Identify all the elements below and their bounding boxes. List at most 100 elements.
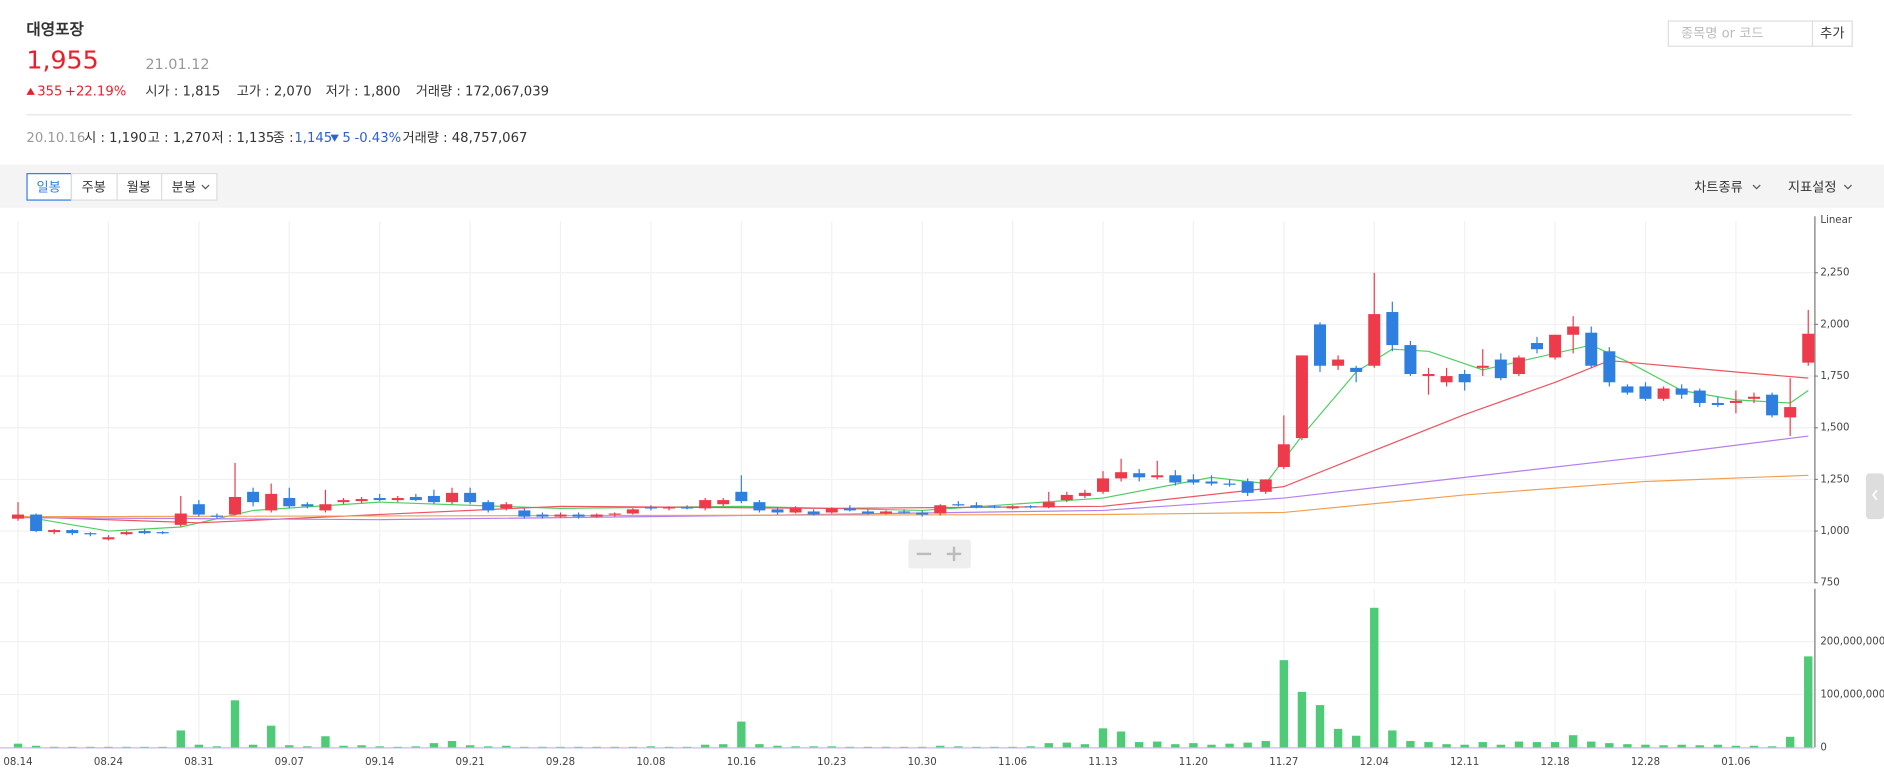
volume-bar (1478, 742, 1487, 748)
candle-body (1368, 314, 1381, 366)
volume-bar (248, 744, 258, 748)
candle-body (1078, 492, 1091, 496)
toggle-arrow (1872, 489, 1878, 501)
volume-tick-label: 0 (1820, 742, 1827, 753)
period-tab-label: 월봉 (127, 179, 151, 195)
x-tick-label: 08.31 (184, 757, 213, 768)
volume-bar (863, 746, 873, 748)
candle-body (1458, 374, 1471, 383)
volume-bar (1315, 705, 1325, 748)
volume-bar (31, 745, 41, 748)
volume-bar (1062, 742, 1072, 748)
add-button[interactable] (1811, 20, 1853, 47)
volume-bar (1623, 744, 1632, 748)
volume-bar (1225, 743, 1234, 748)
y-tick-label: 1,250 (1820, 474, 1849, 485)
volume-bar (1171, 744, 1180, 748)
candle-body (30, 514, 43, 532)
candle-body (1187, 479, 1200, 483)
candle-body (427, 495, 440, 503)
volume-bar (809, 746, 818, 748)
volume-bar (1659, 745, 1668, 748)
volume-bar (1116, 731, 1126, 748)
volume-bar (737, 721, 746, 748)
stock-name: 대영포장 (26, 21, 84, 39)
candle-body (373, 498, 386, 501)
x-tick-label: 12.11 (1450, 757, 1479, 768)
candle-body (1657, 388, 1670, 399)
volume-bar (1587, 741, 1596, 748)
x-tick-label: 12.04 (1360, 757, 1389, 768)
x-tick-label: 08.24 (94, 757, 123, 768)
candle-body (1747, 396, 1761, 399)
volume-bar (917, 746, 927, 748)
candle-body (825, 508, 838, 513)
volume-bar (411, 746, 421, 748)
down-arrow (330, 134, 339, 142)
volume-bar (465, 745, 475, 748)
add-button-label: 추가 (1820, 26, 1844, 42)
volume-bar (845, 746, 855, 748)
tooltip-close-label: 종 : (273, 131, 294, 146)
candle-body (138, 531, 151, 534)
candle-body (1603, 351, 1616, 383)
candle-body (1585, 332, 1598, 366)
volume-bar (1749, 745, 1759, 748)
volume-bar (682, 746, 692, 748)
volume-bar (1333, 728, 1343, 748)
candle-body (319, 504, 332, 511)
volume-bar (1532, 742, 1542, 748)
volume-bar (176, 730, 185, 748)
candle-body (1476, 365, 1489, 368)
candle-body (1784, 407, 1797, 418)
volume-bar (574, 746, 583, 748)
volume-bar (1243, 742, 1252, 748)
volume-bar (1026, 746, 1035, 748)
volume-bar (1044, 743, 1053, 748)
candle-body (1205, 481, 1218, 484)
volume-bar (1297, 691, 1307, 748)
y-tick-label: 1,500 (1820, 423, 1849, 434)
volume-bar (1207, 744, 1216, 748)
y-tick-label: 2,000 (1820, 319, 1849, 330)
candle-body (735, 491, 748, 502)
x-tick-label: 11.06 (998, 757, 1027, 768)
x-tick-label: 08.14 (3, 757, 32, 768)
candle-body (626, 509, 639, 514)
x-tick-label: 10.16 (727, 757, 756, 768)
candle-body (1766, 394, 1779, 416)
volume-tick-label: 200,000,000 (1820, 637, 1884, 648)
period-tab[interactable] (26, 173, 73, 201)
candle-body (717, 500, 730, 505)
candle-body (1530, 343, 1544, 350)
volume-bar (664, 746, 674, 748)
candle-body (807, 511, 820, 515)
tooltip-change: 5 (342, 131, 350, 146)
chart-type-menu[interactable]: 차트종류 (1694, 179, 1743, 195)
volume-bar (899, 746, 909, 748)
candle-body (789, 508, 802, 513)
volume-bar (339, 745, 348, 748)
volume-bar (1370, 607, 1379, 748)
volume-bar (285, 745, 294, 748)
x-tick-label: 09.21 (455, 757, 484, 768)
candle-body (1006, 506, 1019, 509)
volume-bar (827, 746, 836, 748)
candle-body (1440, 376, 1453, 383)
candle-body (1693, 390, 1706, 403)
volume-bar (321, 736, 330, 748)
candle-body (482, 502, 495, 511)
tooltip-date: 20.10.16 (26, 131, 85, 146)
candle-body (500, 504, 513, 509)
volume-bar (1134, 742, 1144, 748)
volume-bar (538, 746, 547, 748)
period-tab-label: 주봉 (82, 179, 106, 195)
indicator-menu[interactable]: 지표설정 (1788, 179, 1837, 195)
price-change: 355 (37, 84, 62, 99)
y-tick-label: 1,750 (1820, 371, 1849, 382)
search-placeholder: 종목명 or 코드 (1681, 26, 1764, 42)
candle-body (1675, 388, 1688, 395)
volume-bar (628, 746, 638, 748)
volume-bar (646, 746, 656, 748)
period-tab[interactable] (70, 173, 118, 201)
